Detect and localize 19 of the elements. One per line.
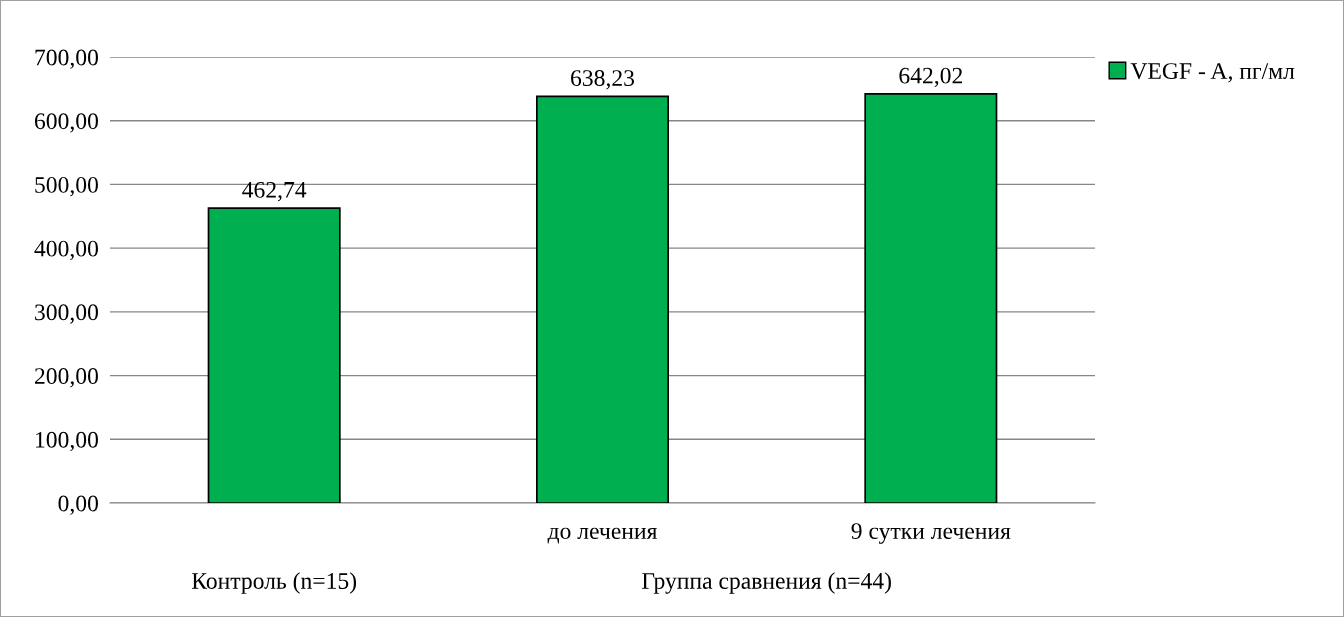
y-tick-label: 200,00 xyxy=(35,368,98,388)
data-label: 638,23 xyxy=(571,70,635,90)
legend-label: VEGF - A, пг/мл xyxy=(1130,63,1295,83)
bar xyxy=(864,93,998,503)
y-tick-label: 400,00 xyxy=(34,240,98,260)
y-tick-label: 600,00 xyxy=(34,113,98,133)
bar xyxy=(207,207,341,503)
data-label: 642,02 xyxy=(899,67,962,87)
bar xyxy=(535,95,670,503)
y-tick-label: 100,00 xyxy=(36,431,98,452)
text: Группа сравнения (n=44) xyxy=(642,572,891,594)
text: Контроль (n=15) xyxy=(191,572,357,594)
x-tick-label: до лечения xyxy=(547,527,658,544)
y-tick-label: 300,00 xyxy=(35,304,98,324)
x-tick-label: 9 сутки лечения xyxy=(851,523,1011,544)
y-tick-label: 0,00 xyxy=(58,495,98,515)
y-tick-label: 500,00 xyxy=(35,176,98,197)
y-tick-label: 700,00 xyxy=(35,49,98,69)
data-label: 462,74 xyxy=(242,181,307,202)
